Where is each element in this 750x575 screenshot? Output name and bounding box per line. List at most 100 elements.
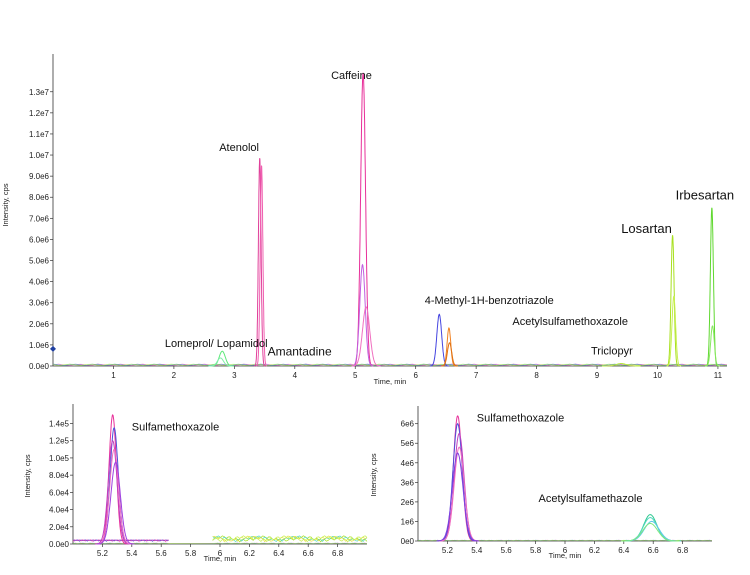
noise-trace [72,539,169,542]
y-tick-label: 6.0e4 [49,488,70,497]
peak-trace [666,235,679,367]
peak-trace [666,295,682,367]
peak-trace [439,415,476,542]
peak-trace [436,452,479,542]
noise-trace [212,535,368,543]
peak-trace [94,439,131,545]
peak-trace [429,313,449,367]
y-tick-label: 0.0e0 [49,540,70,549]
x-tick-label: 6 [218,549,223,558]
x-tick-label: 6.6 [648,546,660,555]
y-tick-label: 2e6 [401,498,415,507]
peak-trace [441,342,458,367]
peak-trace [622,516,679,542]
x-tick-label: 6.8 [677,546,689,555]
x-tick-label: 6 [413,371,418,380]
peak-annotation: Sulfamethoxazole [132,421,219,433]
y-tick-label: 1e6 [401,517,415,526]
x-tick-label: 6.8 [332,549,344,558]
y-tick-label: 6e6 [401,420,415,429]
x-tick-label: 5.2 [442,546,454,555]
peak-trace [439,432,479,542]
axis-marker [50,345,56,352]
y-tick-label: 3.0e6 [29,299,50,308]
peak-trace [439,446,480,542]
x-tick-label: 5.4 [471,546,483,555]
x-tick-label: 5.8 [530,546,542,555]
x-tick-label: 5.4 [126,549,138,558]
peak-trace [256,165,267,367]
y-tick-label: 7.0e6 [29,214,50,223]
y-tick-label: 1.0e6 [29,341,50,350]
peak-annotation: 4-Methyl-1H-benzotriazole [425,295,554,307]
peak-trace [623,514,677,542]
x-tick-label: 6 [563,546,568,555]
peak-trace [705,325,720,367]
x-axis-label: Time, min [374,377,407,386]
y-tick-label: 2.0e6 [29,320,50,329]
x-tick-label: 6.6 [303,549,315,558]
x-tick-label: 5.2 [97,549,109,558]
y-tick-label: 0e0 [401,537,415,546]
x-tick-label: 4 [293,371,298,380]
noise-trace [72,539,169,542]
y-tick-label: 5e6 [401,439,415,448]
y-axis-label: Intensity, cps [23,454,32,497]
y-axis-label: Intensity, cps [369,453,378,496]
peak-trace [254,158,266,367]
y-tick-label: 2.0e4 [49,523,70,532]
x-tick-label: 5.8 [185,549,197,558]
baseline-trace [72,542,368,545]
peak-trace [620,522,680,542]
peak-trace [96,461,135,545]
y-tick-label: 1.2e5 [49,437,70,446]
peak-trace [438,422,477,542]
y-tick-label: 1.1e7 [29,130,50,139]
baseline-trace [417,539,713,542]
peak-annotation: Acetylsulfamethoxazole [512,316,628,328]
peak-annotation: Atenolol [219,142,259,154]
main-chromatogram: 0.0e0 1.0e6 2.0e6 3.0e6 4.0e6 5.0e6 6.0e6 7.0e6… [1,54,734,386]
x-tick-label: 7 [474,371,479,380]
peak-trace [208,357,233,367]
x-tick-label: 6.4 [273,549,285,558]
x-tick-label: 3 [232,371,237,380]
y-tick-label: 4e6 [401,459,415,468]
x-tick-label: 11 [714,371,723,380]
x-tick-label: 5 [353,371,358,380]
y-tick-label: 1.0e5 [49,454,70,463]
x-tick-label: 9 [595,371,600,380]
y-tick-label: 1.0e7 [29,151,50,160]
inset-sulfamethoxazole-left: 0.0e0 2.0e4 4.0e4 6.0e4 8.0e4 1.0e5 1.2e5 1.4e5… [23,404,368,563]
y-tick-label: 1.2e7 [29,109,50,118]
y-tick-label: 9.0e6 [29,172,50,181]
y-tick-label: 8.0e6 [29,193,50,202]
y-tick-label: 8.0e4 [49,471,70,480]
x-tick-label: 5.6 [156,549,168,558]
y-tick-label: 4.0e4 [49,506,70,515]
peak-trace [351,263,374,367]
x-tick-label: 6.4 [618,546,630,555]
y-tick-label: 1.3e7 [29,88,50,97]
x-axis-label: Time, min [204,554,237,563]
noise-trace [212,535,368,543]
peak-annotation: Lomeprol/ Lopamidol [165,338,268,350]
peak-annotation: Amantadine [268,344,332,358]
x-tick-label: 6.2 [589,546,601,555]
peak-trace [96,448,132,545]
peak-annotation: Irbesartan [676,187,735,202]
x-tick-label: 5.6 [501,546,513,555]
x-tick-label: 2 [172,371,177,380]
x-tick-label: 10 [653,371,662,380]
y-tick-label: 0.0e0 [29,362,50,371]
peak-annotation: Triclopyr [591,345,633,357]
y-tick-label: 1.4e5 [49,419,70,428]
x-tick-label: 1 [111,371,116,380]
peak-trace [601,363,641,367]
y-tick-label: 4.0e6 [29,278,50,287]
peak-trace [705,207,718,367]
peak-annotation: Caffeine [331,70,372,82]
peak-trace [351,306,381,367]
y-tick-label: 5.0e6 [29,257,50,266]
